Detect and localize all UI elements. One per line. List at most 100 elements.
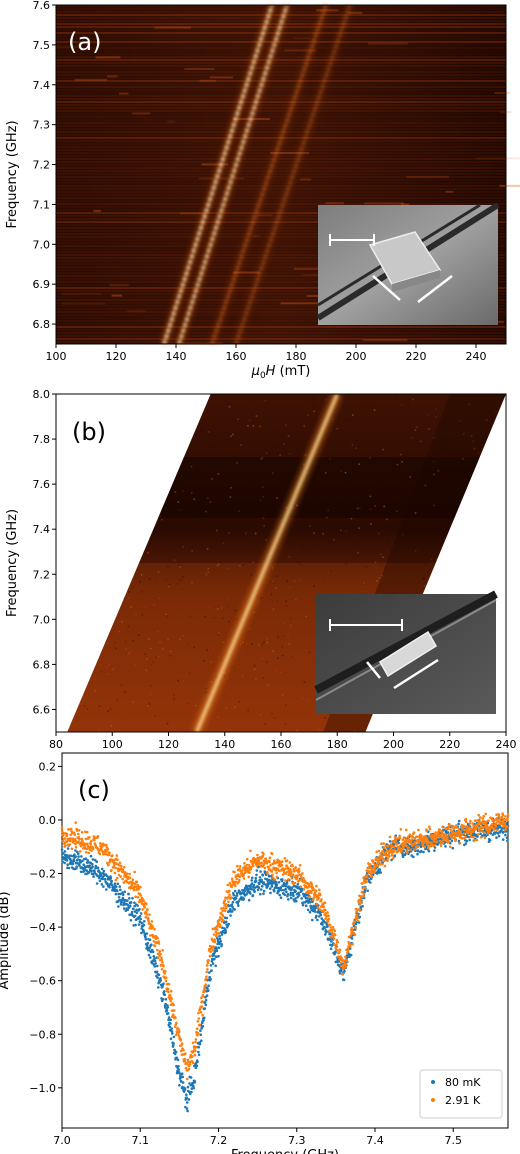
- y-tick-label: −0.8: [29, 1028, 56, 1041]
- noise-dot: [332, 494, 334, 497]
- noise-dot: [173, 694, 175, 696]
- series-point-orange: [147, 917, 150, 920]
- series-point-blue: [181, 1075, 185, 1079]
- noise-dot: [173, 698, 175, 700]
- series-point-orange: [252, 864, 255, 867]
- series-point-blue: [176, 1058, 180, 1062]
- series-point-orange: [317, 896, 320, 900]
- noise-dot: [173, 559, 176, 561]
- series-point-blue: [69, 854, 73, 858]
- series-point-orange: [377, 849, 381, 853]
- noise-speck: [348, 11, 363, 14]
- series-point-orange: [477, 813, 481, 817]
- series-point-orange: [170, 997, 173, 1000]
- noise-speck: [252, 235, 261, 238]
- series-point-blue: [388, 840, 392, 843]
- noise-dot: [132, 701, 135, 703]
- noise-dot: [110, 724, 113, 727]
- series-point-blue: [422, 850, 425, 854]
- series-point-blue: [496, 832, 500, 835]
- series-point-blue: [209, 977, 212, 981]
- series-point-blue: [75, 865, 78, 868]
- series-point-orange: [373, 868, 377, 871]
- noise-dot: [238, 510, 240, 513]
- series-point-orange: [69, 833, 72, 837]
- noise-dot: [139, 581, 141, 583]
- noise-dot: [363, 497, 365, 500]
- series-point-orange: [363, 886, 367, 889]
- series-point-orange: [208, 954, 212, 958]
- noise-speck: [180, 212, 205, 215]
- series-point-orange: [308, 885, 311, 888]
- noise-dot: [293, 580, 296, 583]
- series-point-blue: [448, 837, 452, 840]
- noise-dot: [98, 705, 101, 707]
- noise-streak: [56, 275, 506, 277]
- y-tick-label: 7.2: [33, 159, 51, 172]
- noise-speck: [302, 273, 329, 276]
- series-point-blue: [118, 885, 121, 888]
- series-point-blue: [243, 889, 246, 893]
- series-point-orange: [164, 970, 167, 973]
- noise-dot: [273, 430, 275, 433]
- noise-dot: [304, 497, 306, 500]
- series-point-orange: [167, 982, 171, 986]
- series-point-orange: [349, 943, 352, 946]
- series-point-blue: [285, 890, 288, 894]
- series-point-orange: [271, 873, 274, 877]
- noise-dot: [290, 411, 292, 413]
- series-point-blue: [272, 881, 275, 884]
- noise-streak: [56, 299, 506, 301]
- series-point-orange: [369, 866, 372, 869]
- series-point-orange: [270, 870, 274, 873]
- noise-streak: [56, 62, 506, 64]
- noise-dot: [245, 642, 248, 644]
- noise-dot: [147, 704, 149, 707]
- noise-dot: [230, 435, 233, 438]
- noise-dot: [272, 580, 274, 583]
- noise-dot: [437, 487, 440, 489]
- series-point-orange: [139, 885, 142, 889]
- series-point-blue: [100, 883, 104, 886]
- noise-dot: [329, 457, 331, 460]
- noise-dot: [256, 601, 259, 604]
- noise-dot: [167, 565, 169, 568]
- noise-streak: [56, 290, 506, 292]
- series-point-orange: [381, 862, 384, 866]
- noise-dot: [168, 585, 170, 588]
- series-point-orange: [287, 878, 290, 881]
- series-point-orange: [477, 819, 481, 823]
- series-point-orange: [110, 869, 113, 872]
- noise-dot: [205, 691, 207, 694]
- noise-dot: [245, 507, 248, 509]
- series-point-orange: [236, 864, 239, 868]
- series-point-orange: [485, 820, 488, 824]
- noise-dot: [170, 650, 172, 653]
- series-point-orange: [200, 996, 203, 1000]
- series-point-orange: [334, 946, 338, 949]
- series-point-orange: [285, 859, 289, 862]
- noise-dot: [359, 507, 361, 509]
- series-point-orange: [169, 999, 172, 1003]
- series-point-blue: [230, 910, 234, 913]
- series-point-blue: [378, 868, 382, 871]
- series-point-orange: [493, 828, 496, 831]
- noise-dot: [178, 509, 181, 512]
- noise-dot: [205, 573, 208, 576]
- series-point-blue: [279, 896, 283, 899]
- series-point-blue: [114, 885, 118, 888]
- series-point-orange: [378, 863, 382, 866]
- noise-dot: [258, 644, 261, 646]
- series-point-blue: [506, 839, 509, 843]
- series-point-blue: [87, 871, 91, 874]
- noise-dot: [217, 656, 220, 659]
- series-point-orange: [241, 869, 244, 872]
- series-point-orange: [67, 828, 70, 831]
- series-point-orange: [159, 963, 163, 967]
- series-point-blue: [252, 883, 256, 887]
- noise-streak: [56, 92, 506, 94]
- series-point-orange: [280, 863, 284, 867]
- series-point-orange: [299, 885, 303, 888]
- noise-speck: [293, 37, 310, 40]
- series-point-orange: [177, 1034, 181, 1038]
